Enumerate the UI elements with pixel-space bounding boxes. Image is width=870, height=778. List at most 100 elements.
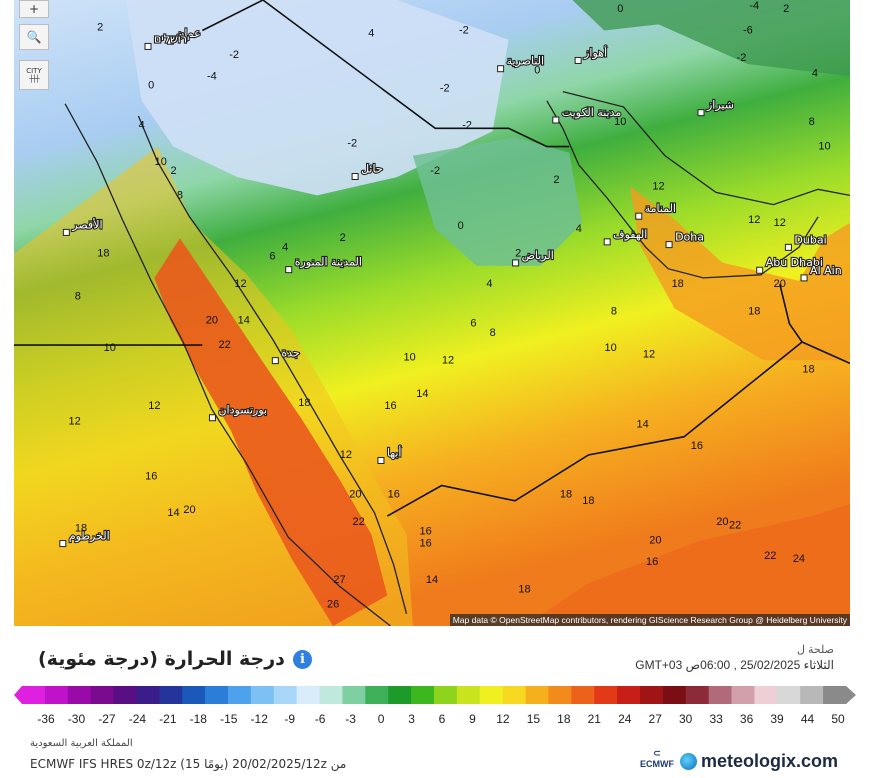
city-label: شيراز	[706, 99, 734, 112]
city-marker[interactable]: حائل	[351, 161, 384, 181]
temperature-label: -2	[737, 52, 747, 64]
city-dot	[166, 37, 174, 45]
city-dot	[271, 357, 279, 365]
city-dot	[351, 173, 359, 181]
scale-swatch	[182, 686, 206, 704]
city-label: جدة	[281, 347, 299, 360]
temperature-label: 16	[419, 538, 431, 550]
temperature-label: 20	[716, 516, 728, 528]
city-label: الرياض	[522, 249, 554, 262]
temperature-label: 18	[672, 278, 684, 290]
city-toggle-button[interactable]: CITY ┼┼┼	[19, 60, 49, 90]
info-icon[interactable]: i	[292, 649, 312, 669]
city-marker[interactable]: Abu Dhabi	[756, 255, 824, 274]
temperature-label: 4	[576, 223, 582, 235]
brand-name: meteologix.com	[700, 751, 838, 771]
city-marker[interactable]: Dubai	[784, 232, 828, 251]
scale-tick-label: 44	[800, 712, 815, 726]
temperature-label: 16	[646, 556, 658, 568]
temperature-label: 16	[388, 489, 400, 501]
city-grid-icon: ┼┼┼	[29, 75, 40, 83]
temperature-label: 27	[333, 574, 345, 586]
city-marker[interactable]: المدينة المنورة	[285, 255, 363, 274]
city-marker[interactable]: الهفوف	[603, 227, 648, 246]
scale-tick-label: -12	[250, 712, 268, 726]
scale-swatch	[571, 686, 595, 704]
city-marker[interactable]: عمان	[166, 26, 202, 45]
ecmwf-logo-icon: ⊂	[653, 748, 661, 758]
city-label: أبها	[387, 445, 402, 459]
city-marker[interactable]: Al Ain	[800, 263, 843, 282]
temperature-label: 10	[614, 116, 626, 128]
temperature-label: 20	[183, 504, 195, 516]
temperature-map[interactable]: عمان ירושלים الناصرية أهواز مدينة الكويت شيرا…	[14, 0, 850, 626]
scale-swatch	[434, 686, 458, 704]
temperature-label: 2	[553, 174, 559, 186]
scale-tick-label: -21	[159, 712, 177, 726]
scale-tick-label: -3	[345, 712, 356, 726]
region-name: المملكة العربية السعودية	[30, 738, 133, 749]
temperature-label: 10	[605, 342, 617, 354]
scale-tick-label: 50	[831, 712, 845, 726]
city-marker[interactable]: المنامة	[635, 201, 677, 220]
city-marker[interactable]: أبها	[377, 444, 403, 464]
saudi-north-border	[201, 0, 570, 148]
city-marker[interactable]: جدة	[271, 346, 301, 365]
scale-swatch	[640, 686, 664, 704]
temperature-label: -2	[462, 119, 472, 131]
temperature-label: 2	[170, 165, 176, 177]
scale-tick-label: 3	[408, 712, 415, 726]
temperature-label: -2	[459, 25, 469, 37]
temperature-label: 8	[177, 189, 183, 201]
cool-zone	[412, 137, 582, 266]
scale-swatch	[273, 686, 298, 704]
scale-tick-label: -27	[98, 712, 116, 726]
ecmwf-logo-text: ECMWF	[640, 759, 674, 769]
city-dot	[800, 274, 808, 282]
city-marker[interactable]: ירושלים	[144, 31, 191, 50]
city-marker[interactable]: أهواز	[574, 44, 608, 64]
city-label: Abu Dhabi	[766, 256, 823, 269]
scale-tick-label: 0	[377, 712, 385, 726]
scale-tick-label: -6	[314, 712, 326, 726]
city-dot	[62, 228, 70, 236]
brand-logo[interactable]: meteologix.com	[679, 751, 838, 772]
scale-left-arrow	[14, 686, 22, 704]
temperature-label: 10	[104, 342, 116, 354]
city-marker[interactable]: Doha	[665, 229, 705, 249]
temperature-label: 18	[518, 583, 530, 595]
city-marker[interactable]: مدينة الكويت	[552, 105, 622, 124]
zoom-out-button[interactable]: 🔍	[19, 24, 49, 50]
city-dot	[208, 414, 216, 422]
scale-tick-label: -36	[37, 712, 55, 726]
temperature-label: 12	[442, 354, 454, 366]
zoom-in-button[interactable]: +	[19, 0, 49, 18]
temperature-label: -2	[430, 165, 440, 177]
city-marker[interactable]: شيراز	[697, 98, 735, 117]
red-sea-hot-zone	[154, 238, 388, 626]
scale-swatch	[777, 686, 801, 704]
temperature-label: 4	[812, 67, 818, 79]
city-marker[interactable]: بورتسودان	[208, 403, 268, 422]
scale-swatch	[456, 686, 481, 704]
temperature-label: 16	[384, 400, 396, 412]
city-marker[interactable]: الرياض	[512, 248, 555, 267]
temperature-label: 0	[148, 80, 154, 92]
scale-swatch	[525, 686, 549, 704]
city-marker[interactable]: الخرطوم	[59, 528, 111, 548]
color-scale-ticks: -36 -30 -27 -24 -21 -18 -15 -12 -9 -6 -3 0 3 6 9 12 15 18…	[0, 712, 870, 728]
valid-time-label: صلحة ل	[796, 644, 834, 656]
temperature-label: 22	[352, 516, 364, 528]
valid-time: GMT+03 الثلاثاء 25/02/2025 , 06:00ص	[635, 658, 834, 672]
city-marker[interactable]: الأقصر	[62, 216, 104, 236]
temperature-label: -10	[667, 0, 683, 3]
city-label: Doha	[675, 231, 704, 244]
temperature-label: 20	[774, 278, 786, 290]
city-marker[interactable]: الناصرية	[497, 54, 545, 73]
city-dot	[59, 540, 67, 548]
scale-swatch	[731, 686, 755, 704]
temperature-label: 16	[691, 440, 703, 452]
iran-highland-zone	[572, 0, 850, 77]
scale-swatch	[90, 686, 115, 704]
